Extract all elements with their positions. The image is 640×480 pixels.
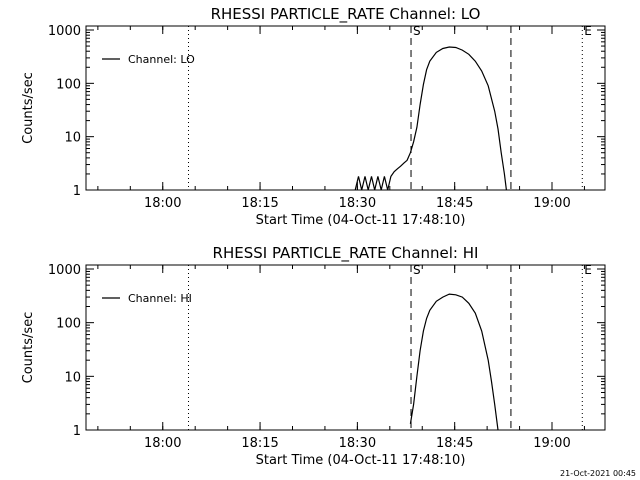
panel-2-marker-label: E [584, 263, 592, 277]
panel-1-x-axis-label: Start Time (04-Oct-11 17:48:10) [256, 213, 466, 228]
panel-1-x-tick-label: 18:45 [436, 196, 473, 211]
panel-1-title: RHESSI PARTICLE_RATE Channel: LO [211, 5, 481, 24]
panel-2-y-tick-label: 1000 [48, 263, 81, 278]
panel-1-x-tick-label: 18:00 [144, 196, 181, 211]
panel-2-plot-frame [85, 264, 606, 431]
panel-1-series-line [354, 46, 507, 191]
panel-2-x-tick-label: 18:45 [436, 436, 473, 451]
panel-1-y-tick-label: 1 [73, 184, 81, 199]
panel-2-x-tick-label: 19:00 [533, 436, 570, 451]
panel-2-x-tick-label: 18:15 [241, 436, 278, 451]
panel-1-marker-label: E [584, 24, 592, 38]
panel-2-x-axis-label: Start Time (04-Oct-11 17:48:10) [256, 453, 466, 468]
panel-1-marker-label: S [413, 24, 421, 38]
panel-1-y-tick-label: 100 [56, 77, 81, 92]
panel-1-y-tick-label: 1000 [48, 24, 81, 39]
panel-2-series-line [409, 293, 499, 431]
panel-2-y-tick-label: 10 [64, 370, 81, 385]
panel-1-legend-label: Channel: LO [128, 53, 195, 66]
panel-2-y-axis-label: Counts/sec [21, 312, 36, 384]
panel-1-x-tick-label: 19:00 [533, 196, 570, 211]
panel-2-x-tick-label: 18:30 [339, 436, 376, 451]
panel-2-legend-label: Channel: HI [128, 292, 192, 305]
panel-2-y-tick-label: 1 [73, 424, 81, 439]
panel-1-y-axis-label: Counts/sec [21, 72, 36, 144]
panel-2-title: RHESSI PARTICLE_RATE Channel: HI [213, 244, 479, 263]
timestamp: 21-Oct-2021 00:45 [560, 469, 636, 478]
panel-1-x-tick-label: 18:30 [339, 196, 376, 211]
panel-2-marker-label: S [413, 263, 421, 277]
panel-1-plot-frame [85, 25, 606, 191]
panel-2-x-tick-label: 18:00 [144, 436, 181, 451]
panel-1-x-tick-label: 18:15 [241, 196, 278, 211]
panel-2-y-tick-label: 100 [56, 317, 81, 332]
panel-1-y-tick-label: 10 [64, 131, 81, 146]
